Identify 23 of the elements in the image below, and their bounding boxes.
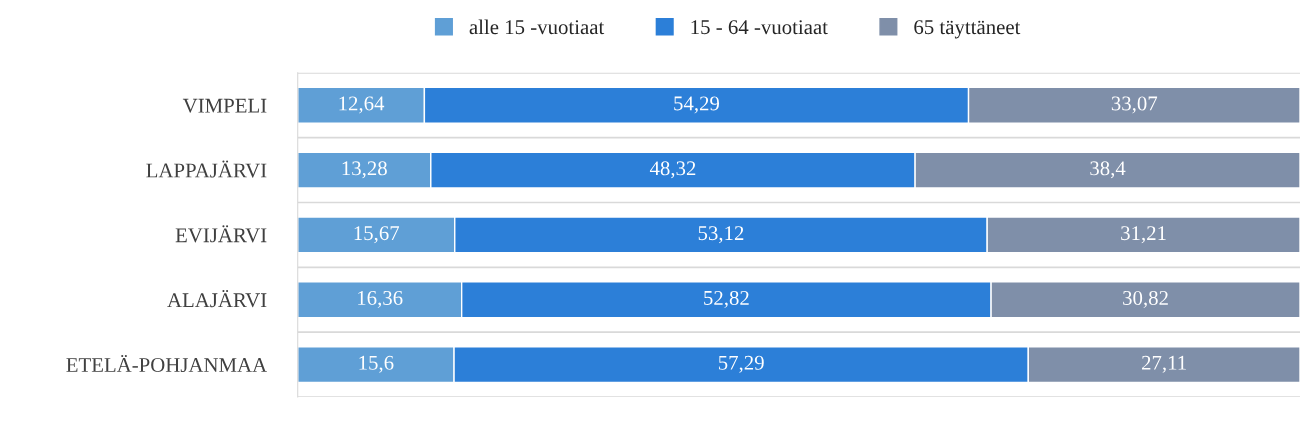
data-label: 38,4 [1090, 161, 1126, 179]
data-label: 16,36 [358, 290, 403, 308]
data-label: 33,07 [1111, 96, 1158, 114]
data-label: 15,6 [359, 355, 394, 373]
data-label: 31,21 [1121, 226, 1166, 244]
data-label: 12,64 [339, 96, 385, 114]
data-label: 48,32 [649, 161, 696, 179]
y-tick-label: ALAJÄRVI [167, 290, 267, 308]
y-tick-label: ETELÄ-POHJANMAA [66, 354, 267, 373]
legend-label: alle 15 -vuotiaat [469, 19, 605, 35]
y-tick-label: LAPPAJÄRVI [146, 160, 267, 178]
legend-label: 65 täyttäneet [914, 20, 1021, 39]
y-tick-label: EVIJÄRVI [175, 225, 267, 243]
data-label: 15,67 [354, 226, 400, 244]
y-tick-label: VIMPELI [182, 98, 267, 113]
data-label: 27,11 [1142, 355, 1186, 373]
legend-label: 15 - 64 -vuotiaat [691, 20, 828, 35]
data-label: 13,28 [342, 161, 387, 179]
data-label: 57,29 [718, 355, 764, 373]
data-label: 53,12 [698, 226, 744, 244]
data-label: 52,82 [704, 290, 749, 308]
data-label: 30,82 [1123, 290, 1168, 308]
data-label: 54,29 [674, 96, 720, 114]
